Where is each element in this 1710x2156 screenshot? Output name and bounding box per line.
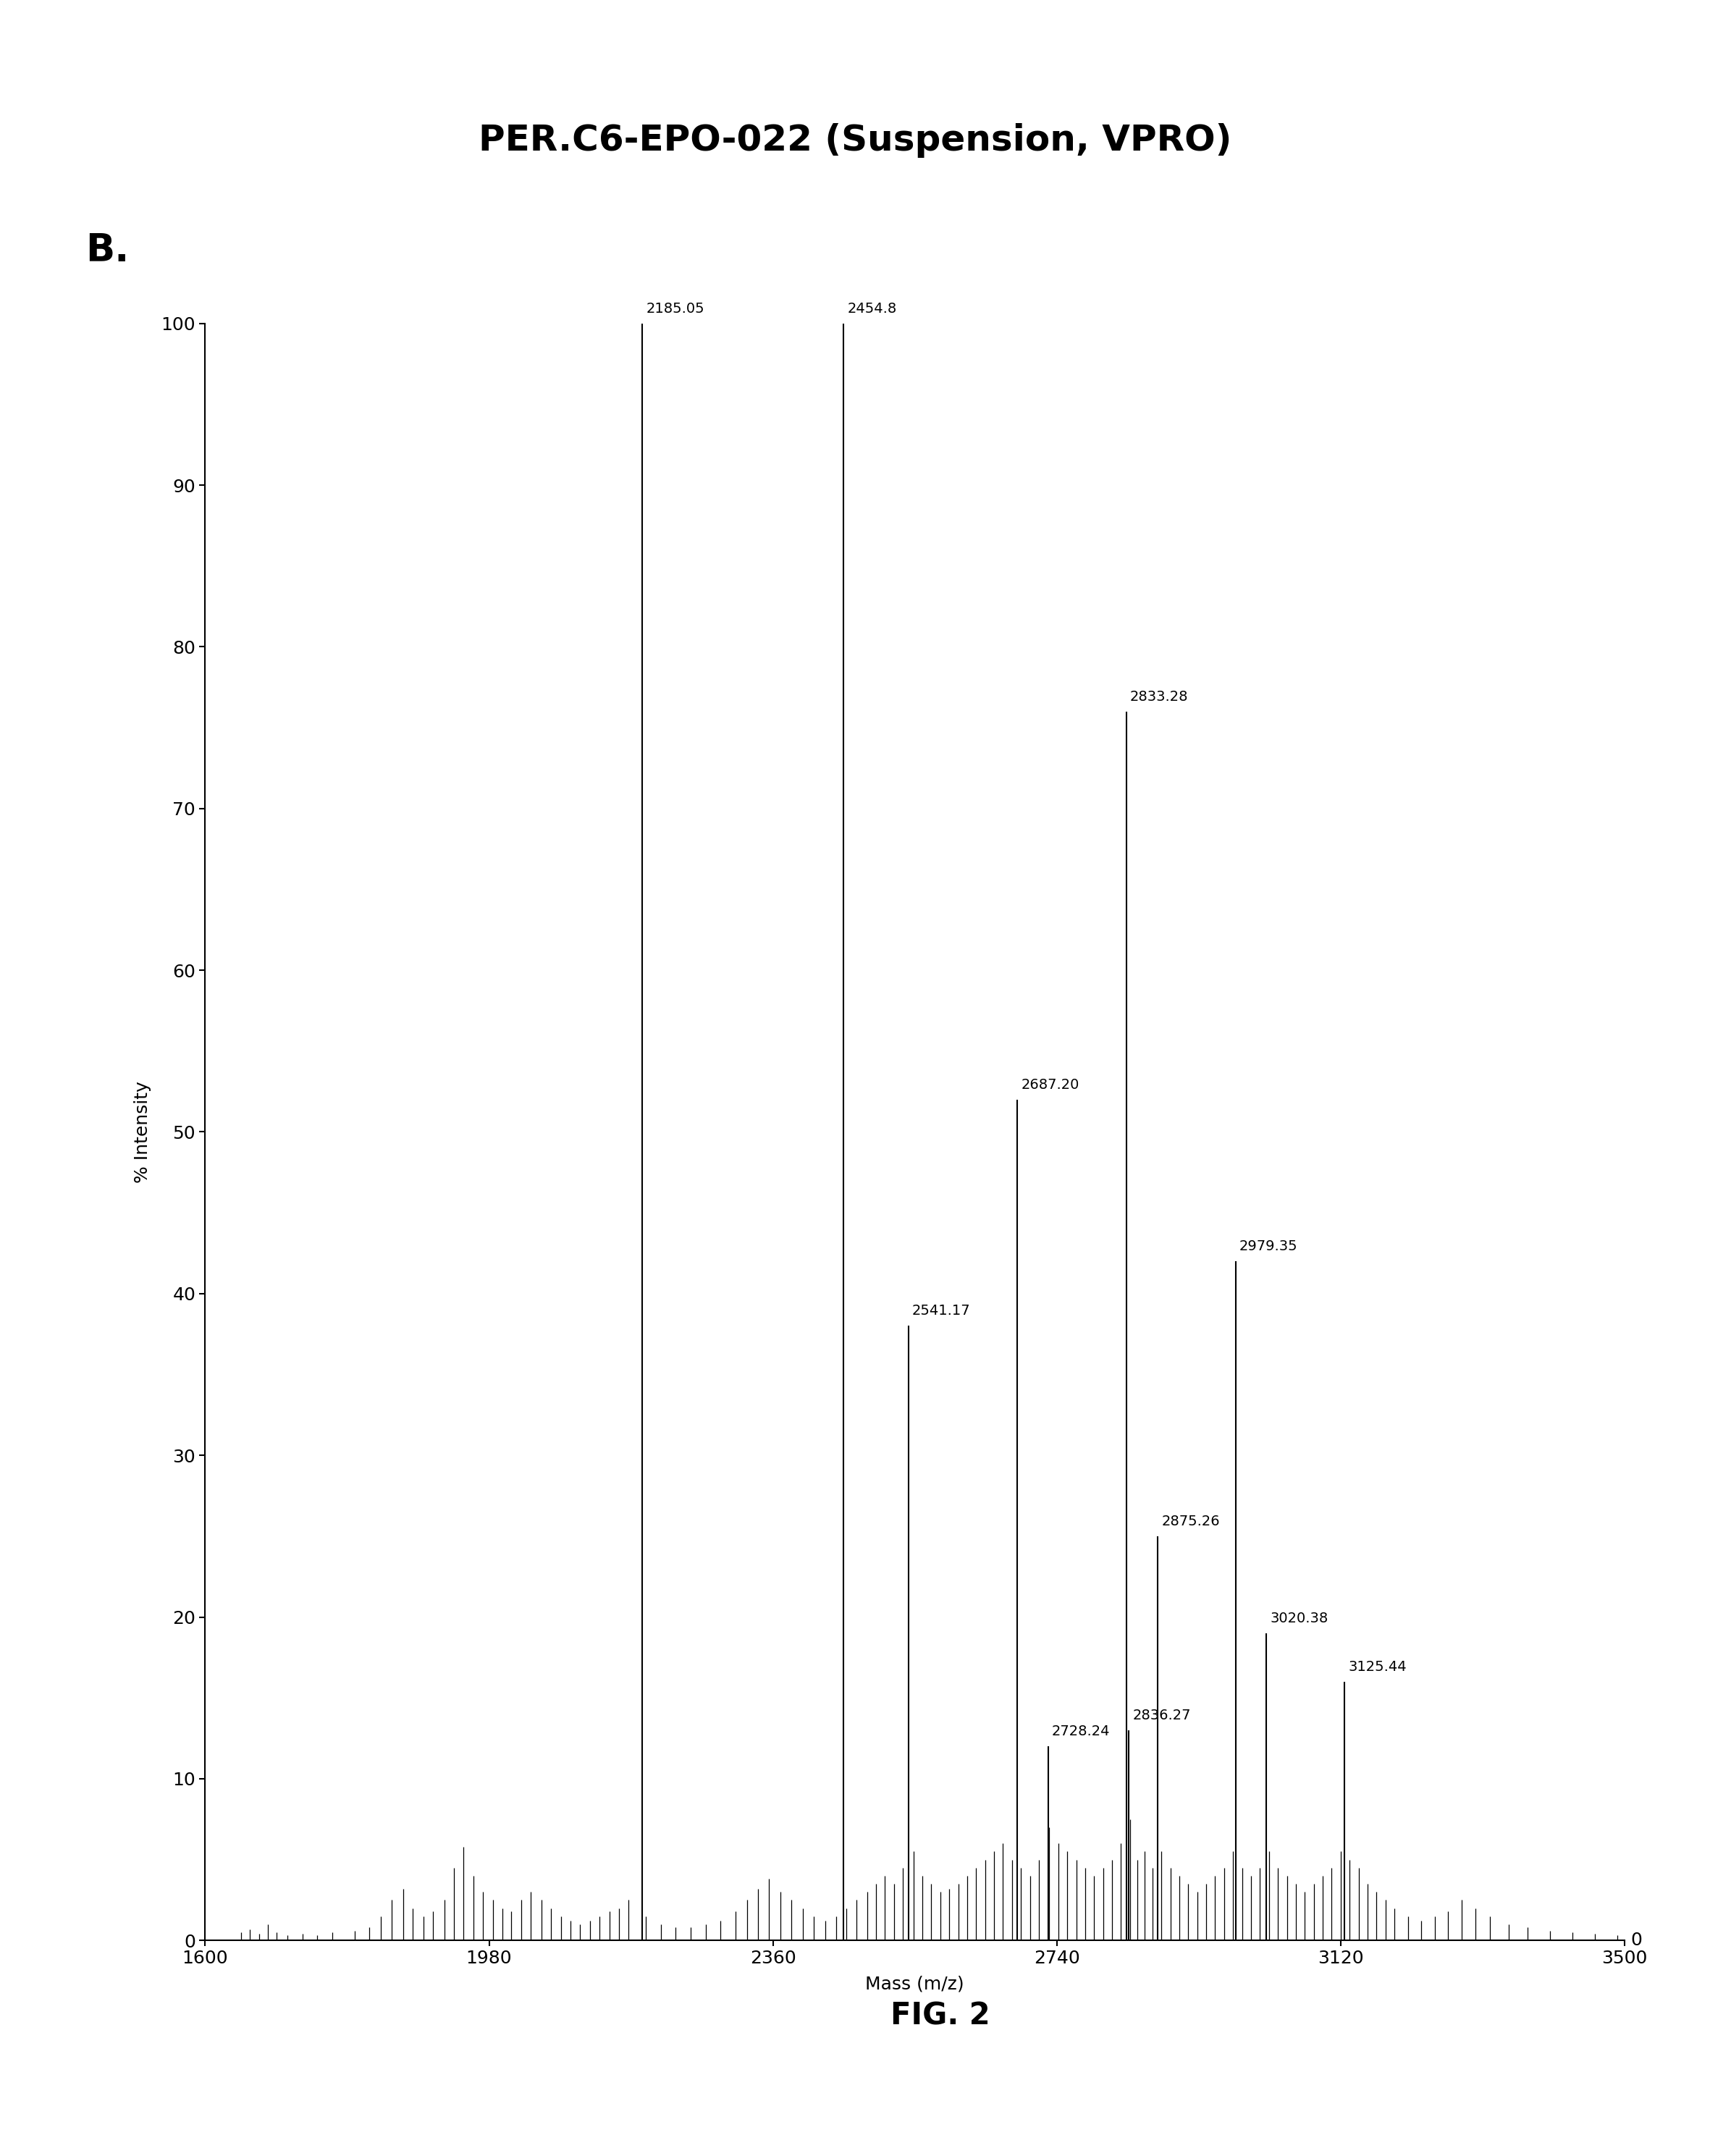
Text: 2185.05: 2185.05 — [646, 302, 705, 315]
Text: B.: B. — [86, 233, 130, 270]
Text: 2728.24: 2728.24 — [1052, 1725, 1110, 1738]
Text: 2979.35: 2979.35 — [1240, 1240, 1298, 1253]
Text: 2875.26: 2875.26 — [1161, 1514, 1219, 1529]
Text: 2833.28: 2833.28 — [1130, 690, 1188, 703]
Text: 2454.8: 2454.8 — [848, 302, 896, 315]
X-axis label: Mass (m/z): Mass (m/z) — [865, 1975, 964, 1992]
Text: 3020.38: 3020.38 — [1271, 1611, 1329, 1626]
Text: FIG. 2: FIG. 2 — [891, 2001, 990, 2031]
Text: PER.C6-EPO-022 (Suspension, VPRO): PER.C6-EPO-022 (Suspension, VPRO) — [479, 123, 1231, 157]
Text: 0: 0 — [1630, 1932, 1642, 1949]
Text: 2541.17: 2541.17 — [911, 1304, 970, 1317]
Text: 3125.44: 3125.44 — [1349, 1660, 1407, 1673]
Text: 2836.27: 2836.27 — [1132, 1708, 1190, 1723]
Text: 2687.20: 2687.20 — [1021, 1078, 1079, 1091]
Y-axis label: % Intensity: % Intensity — [133, 1080, 150, 1184]
